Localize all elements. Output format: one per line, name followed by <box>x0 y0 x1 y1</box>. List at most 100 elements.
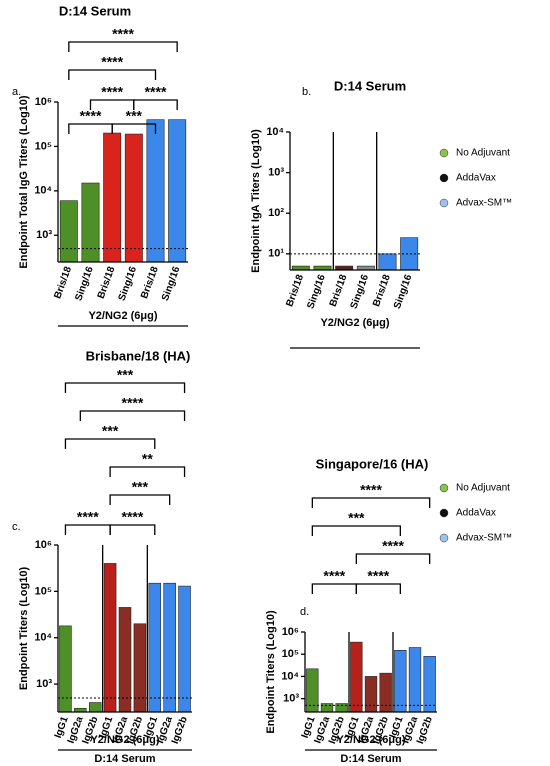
panel-label: b. <box>302 86 311 98</box>
x-tick-label: Bris/18 <box>52 265 74 301</box>
x-tick-label: Bris/18 <box>328 273 350 309</box>
bar <box>103 563 117 713</box>
significance-bracket <box>355 583 401 594</box>
significance-label: *** <box>117 367 134 383</box>
bar <box>59 200 78 263</box>
y-tick-label: 10¹ <box>268 248 284 260</box>
significance-bracket <box>311 583 357 594</box>
legend-label: Advax-SM™ <box>456 198 512 209</box>
panel-label: c. <box>12 521 21 533</box>
significance-label: ** <box>142 451 153 467</box>
panel-label: d. <box>300 606 309 618</box>
x-axis-title: Y2/NG2 (6μg) <box>336 734 405 746</box>
significance-bracket <box>109 494 171 505</box>
significance-bracket <box>68 69 157 80</box>
x-tick-label: Sing/16 <box>349 273 372 311</box>
x-tick-label: Sing/16 <box>305 273 328 311</box>
y-tick-label: 10⁶ <box>35 96 52 108</box>
legend-marker <box>439 148 449 158</box>
bar <box>103 132 122 263</box>
significance-label: **** <box>101 54 123 70</box>
panel-label: a. <box>12 86 21 98</box>
chart-title: Brisbane/18 (HA) <box>86 348 191 363</box>
y-axis-title: Endpoint Titers (Log10) <box>18 567 30 691</box>
bar <box>178 585 191 713</box>
significance-label: **** <box>145 84 167 100</box>
y-tick-label: 10⁵ <box>35 140 52 152</box>
x-tick-label: Bris/18 <box>96 265 118 301</box>
significance-label: *** <box>126 108 143 124</box>
bar <box>81 182 100 263</box>
significance-bracket <box>64 382 186 393</box>
bar <box>148 582 162 713</box>
significance-label: *** <box>132 479 149 495</box>
legend-label: No Adjuvant <box>456 483 510 494</box>
y-tick-label: 10⁴ <box>34 185 52 197</box>
significance-label: **** <box>80 108 102 124</box>
bar <box>59 625 72 713</box>
bar <box>306 668 319 713</box>
bar <box>379 672 392 713</box>
y-tick-label: 10³ <box>283 693 299 705</box>
significance-bracket <box>311 497 431 508</box>
significance-bracket <box>68 123 113 134</box>
bar <box>133 623 147 713</box>
y-axis-title: Endpoint Total IgG Titers (Log10) <box>18 95 30 268</box>
legend-marker <box>439 508 449 518</box>
bar <box>146 119 165 263</box>
legend-marker <box>439 198 449 208</box>
significance-label: **** <box>122 509 144 525</box>
y-tick-label: 10⁶ <box>282 626 299 638</box>
legend-marker <box>439 173 449 183</box>
significance-label: **** <box>367 568 389 584</box>
bar <box>364 676 378 713</box>
significance-label: **** <box>101 84 123 100</box>
significance-label: **** <box>323 568 345 584</box>
chart-title: D:14 Serum <box>334 78 406 93</box>
footer: D:14 Serum <box>94 753 155 765</box>
x-tick-label: Sing/16 <box>160 265 183 303</box>
significance-label: **** <box>122 395 144 411</box>
bar <box>423 656 436 713</box>
y-tick-label: 10³ <box>268 167 284 179</box>
y-tick-label: 10⁵ <box>282 648 299 660</box>
footer: D:14 Serum <box>340 753 401 765</box>
x-tick-label: Bris/18 <box>139 265 161 301</box>
significance-bracket <box>79 410 186 421</box>
legend-marker <box>439 533 449 543</box>
y-axis-title: Endpoint IgA Titers (Log10) <box>250 129 262 273</box>
y-tick-label: 10⁴ <box>266 126 284 138</box>
significance-bracket <box>355 553 431 564</box>
significance-bracket <box>64 438 156 449</box>
x-axis-title: Y2/NG2 (6μg) <box>88 310 157 322</box>
y-tick-label: 10³ <box>36 229 52 241</box>
legend-label: No Adjuvant <box>456 148 510 159</box>
significance-label: **** <box>360 482 382 498</box>
y-tick-label: 10³ <box>36 678 52 690</box>
x-tick-label: Bris/18 <box>284 273 306 309</box>
x-tick-label: Bris/18 <box>371 273 393 309</box>
chart-title: Singapore/16 (HA) <box>316 456 429 471</box>
significance-label: **** <box>112 26 134 42</box>
x-axis-title: Y2/NG2 (6μg) <box>320 317 389 329</box>
legend-label: AddaVax <box>456 173 496 184</box>
y-tick-label: 10² <box>268 207 284 219</box>
bar <box>124 133 143 263</box>
significance-label: *** <box>348 510 365 526</box>
significance-label: **** <box>77 509 99 525</box>
bar <box>88 702 102 713</box>
significance-label: **** <box>382 538 404 554</box>
significance-bracket <box>109 466 186 477</box>
bar <box>408 647 422 713</box>
legend-marker <box>439 483 449 493</box>
x-axis-title: Y2/NG2 (6μg) <box>90 734 159 746</box>
y-tick-label: 10⁴ <box>281 670 299 682</box>
legend-label: AddaVax <box>456 508 496 519</box>
y-tick-label: 10⁴ <box>34 632 52 644</box>
significance-bracket <box>109 524 156 535</box>
bar <box>118 607 132 713</box>
significance-bracket <box>133 99 178 110</box>
legend-label: Advax-SM™ <box>456 533 512 544</box>
bar <box>168 119 187 263</box>
y-tick-label: 10⁵ <box>35 585 52 597</box>
